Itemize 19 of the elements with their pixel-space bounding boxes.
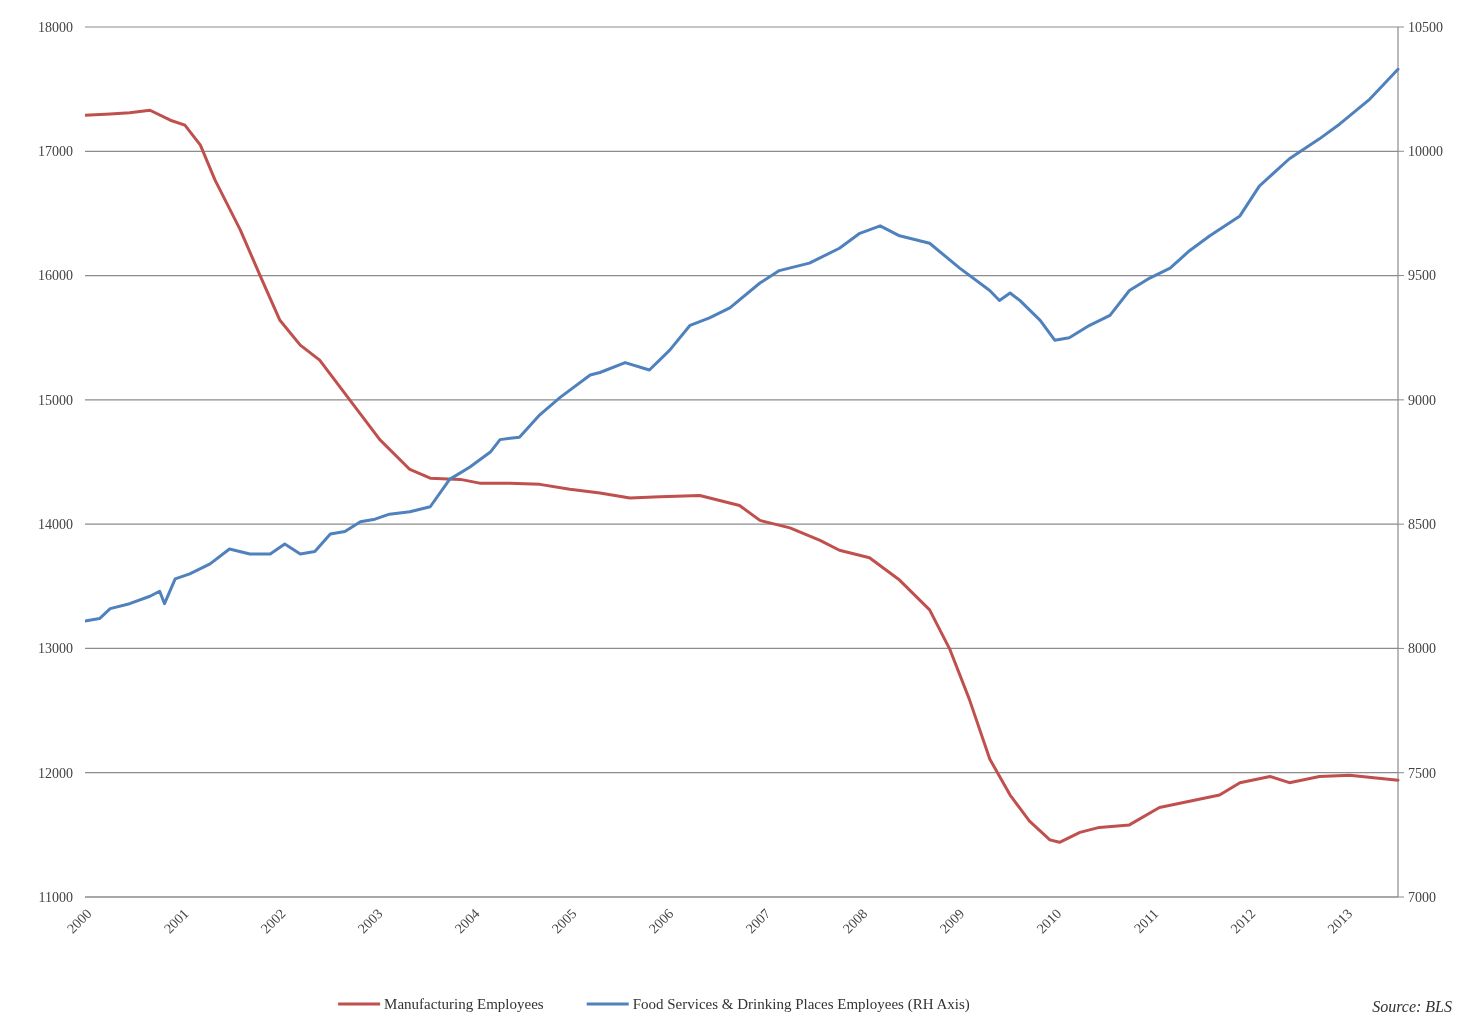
legend-label: Food Services & Drinking Places Employees (RH Axis) xyxy=(632,996,970,1014)
y-tick-label: 17000 xyxy=(38,144,73,160)
y-tick-label: 15000 xyxy=(38,392,73,408)
y2-tick-label: 7500 xyxy=(1408,765,1436,781)
y2-tick-label: 7000 xyxy=(1408,889,1436,905)
legend-label: Manufacturing Employees xyxy=(384,996,544,1013)
y-tick-label: 13000 xyxy=(38,641,73,657)
y2-tick-label: 8000 xyxy=(1408,641,1436,657)
source-note: Source: BLS xyxy=(1372,998,1452,1015)
y2-tick-label: 8500 xyxy=(1408,517,1436,533)
y-tick-label: 11000 xyxy=(38,889,73,905)
y2-tick-label: 9500 xyxy=(1408,268,1436,284)
y-tick-label: 14000 xyxy=(38,517,73,533)
y-tick-label: 16000 xyxy=(38,268,73,284)
y2-tick-label: 10500 xyxy=(1408,19,1443,35)
y2-tick-label: 10000 xyxy=(1408,144,1443,160)
y-tick-label: 18000 xyxy=(38,19,73,35)
y-tick-label: 12000 xyxy=(38,765,73,781)
y2-tick-label: 9000 xyxy=(1408,392,1436,408)
